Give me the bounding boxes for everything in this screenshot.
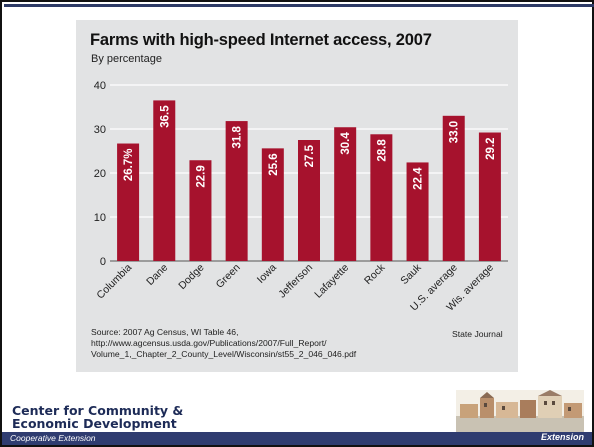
source-note: Source: 2007 Ag Census, WI Table 46, htt… (91, 327, 357, 359)
bar (225, 121, 248, 261)
data-label: 29.2 (485, 138, 497, 160)
bar (442, 115, 465, 261)
extension-logo: Extension (540, 432, 584, 442)
data-label: 27.5 (304, 144, 316, 167)
data-label: 30.4 (340, 132, 352, 155)
x-tick-label: Lafayette (312, 262, 351, 301)
data-label: 25.6 (268, 153, 280, 175)
x-tick-label: Iowa (255, 262, 279, 286)
data-label: 36.5 (159, 105, 171, 128)
data-label: 31.8 (232, 125, 244, 148)
footer-org: Cooperative Extension (10, 433, 96, 443)
y-tick-label: 0 (100, 256, 106, 268)
x-tick-label: Green (214, 262, 243, 291)
y-tick-label: 10 (94, 212, 106, 224)
data-label: 28.8 (376, 139, 388, 162)
bar (334, 127, 357, 262)
bar (298, 140, 320, 261)
footer-bar: Cooperative Extension Extension (2, 432, 592, 445)
town-street-image (456, 390, 584, 432)
y-tick-label: 40 (94, 80, 106, 92)
chart-title: Farms with high-speed Internet access, 2… (90, 31, 432, 49)
data-label: 22.9 (195, 165, 207, 187)
bar (406, 162, 429, 261)
chart-subtitle: By percentage (91, 53, 162, 65)
top-strip (4, 4, 594, 7)
bar (117, 143, 140, 261)
x-tick-label: Dodge (176, 262, 206, 292)
y-tick-label: 30 (94, 124, 106, 136)
data-label: 33.0 (449, 121, 461, 143)
x-tick-label: Sauk (398, 261, 424, 287)
bar (189, 160, 212, 261)
bar (478, 132, 501, 261)
x-tick-label: Jefferson (276, 262, 315, 301)
x-tick-label: Rock (362, 261, 388, 287)
x-tick-label: Dane (144, 262, 170, 288)
data-label: 22.4 (413, 167, 425, 190)
bar (261, 148, 284, 261)
y-tick-label: 20 (94, 168, 106, 180)
bar (153, 100, 176, 262)
bar (370, 134, 393, 261)
logo-line-2: Economic Development (12, 416, 177, 431)
data-label: 26.7% (123, 149, 135, 182)
source-credit: State Journal (452, 329, 503, 339)
logo-line-1: Center for Community & (12, 403, 184, 418)
ced-logo: Center for Community & Economic Developm… (12, 404, 183, 430)
